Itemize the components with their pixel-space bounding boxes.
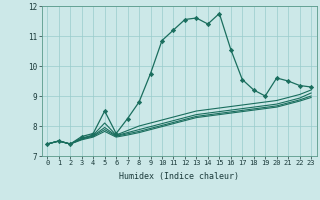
- X-axis label: Humidex (Indice chaleur): Humidex (Indice chaleur): [119, 172, 239, 181]
